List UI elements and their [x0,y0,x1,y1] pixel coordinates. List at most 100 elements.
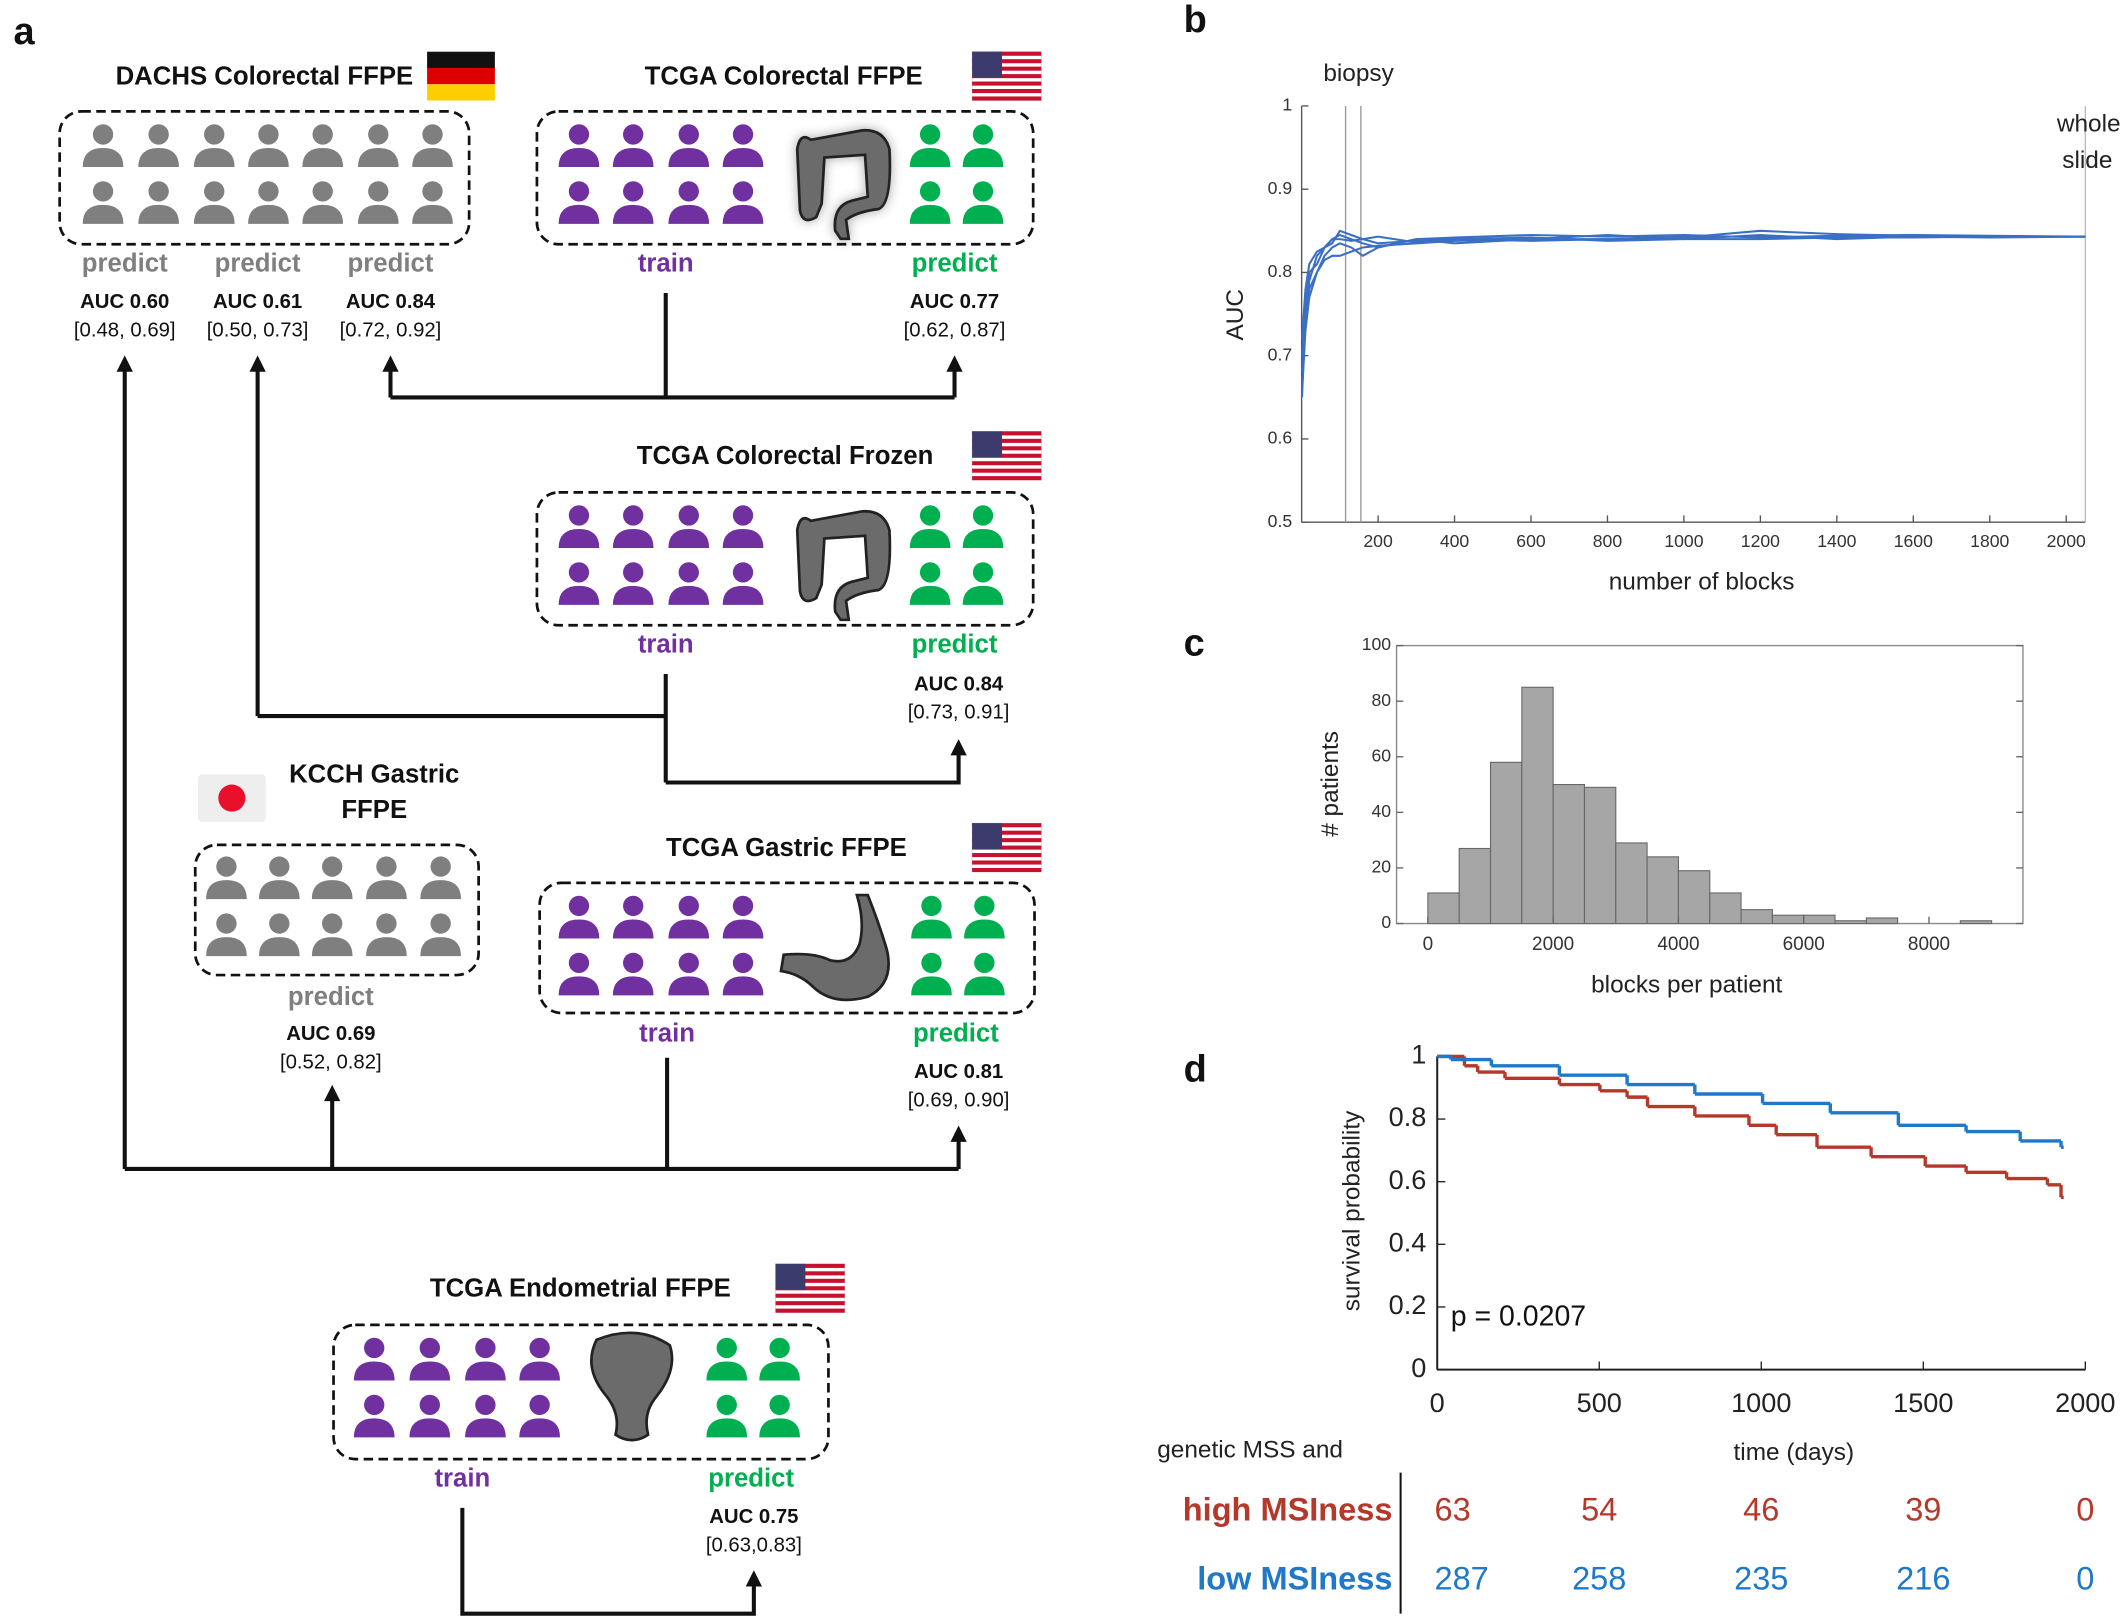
bar [1771,914,1805,925]
panel-label: d [1184,1048,1207,1090]
y-axis-label: # patients [1317,731,1344,837]
x-tick-label: 2000 [2055,1387,2115,1418]
person [759,1394,800,1438]
risk-count: 54 [1581,1492,1617,1528]
ci: [0.52, 0.82] [280,1052,382,1074]
person [193,124,235,167]
x-tick-label: 2000 [1532,934,1574,955]
person [558,562,600,605]
risk-count: 0 [2076,1492,2094,1528]
person [668,952,710,996]
role-label: train [638,249,694,277]
auc-curve [1300,235,2086,390]
person [722,124,764,167]
y-axis-label: AUC [1222,289,1249,341]
risk-row-label: high MSIness [1183,1492,1393,1528]
person [311,913,353,957]
x-tick-label: 1800 [1970,531,2009,551]
bar [1677,870,1711,925]
person [248,124,289,167]
person [519,1394,560,1438]
person [911,952,952,996]
person [668,562,710,605]
arrows [122,293,961,1616]
bar [1615,842,1648,925]
person [558,895,600,939]
x-tick-label: 8000 [1908,934,1950,955]
auc-curve [1300,229,2086,373]
cohort-title: TCGA Colorectal FFPE [645,62,923,90]
person [357,181,399,224]
bar [1583,786,1617,925]
y-tick-label: 0.6 [1268,428,1293,448]
role-label: predict [82,249,168,277]
person [909,505,951,548]
bar [1552,784,1586,925]
y-axis-label: survival probability [1339,1110,1366,1311]
auc: AUC 0.60 [80,291,169,313]
x-tick-label: 500 [1577,1387,1622,1418]
y-tick-label: 100 [1362,634,1392,654]
person [722,505,764,548]
bar [1740,909,1773,925]
person [357,124,399,167]
auc: AUC 0.61 [213,291,302,313]
cohort-title: TCGA Gastric FFPE [666,834,907,862]
role-label: train [639,1020,695,1048]
ci: [0.50, 0.73] [207,319,309,341]
y-tick-label: 0.6 [1389,1164,1427,1195]
role-label: predict [708,1464,794,1492]
annotation: p = 0.0207 [1451,1301,1586,1333]
ci: [0.69, 0.90] [908,1090,1010,1112]
y-tick-label: 1 [1282,95,1292,115]
person [138,124,179,167]
person [964,895,1005,939]
x-tick-label: 6000 [1783,934,1825,955]
cohort-title: TCGA Colorectal Frozen [637,442,934,470]
cohort-title: TCGA Endometrial FFPE [430,1274,731,1302]
bar [1709,892,1742,925]
role-label: train [638,630,694,658]
y-tick-label: 0.5 [1268,511,1293,531]
y-tick-label: 1 [1411,1039,1426,1070]
person [409,1394,451,1438]
person [612,124,654,167]
person [964,952,1005,996]
bar [1489,761,1523,925]
person [911,895,952,939]
person [612,181,654,224]
cohort-box [538,881,1036,1015]
y-tick-label: 60 [1372,745,1392,765]
person [962,562,1004,605]
bar [1865,917,1899,925]
x-tick-label: 0 [1430,1387,1445,1418]
person [302,124,344,167]
person [193,181,235,224]
person [248,181,289,224]
auc-curve [1301,233,2086,356]
person [519,1337,560,1381]
cohort-box [193,843,480,977]
y-tick-label: 0.8 [1268,261,1293,281]
panel-label: b [1184,0,1207,41]
bar [1803,914,1836,925]
person [558,505,600,548]
person [759,1337,800,1381]
x-tick-label: 4000 [1657,934,1699,955]
person [366,913,407,957]
auc: AUC 0.69 [286,1023,375,1045]
auc: AUC 0.75 [709,1506,798,1528]
person [612,505,654,548]
person [258,856,300,900]
auc: AUC 0.77 [910,291,999,313]
role-label: predict [348,249,434,277]
x-tick-label: 800 [1593,531,1623,551]
person [668,181,710,224]
auc: AUC 0.84 [346,291,436,313]
person [706,1337,748,1381]
cohort-box [535,110,1035,246]
y-tick-label: 0.2 [1389,1289,1427,1320]
person [909,124,951,167]
person [722,895,764,939]
